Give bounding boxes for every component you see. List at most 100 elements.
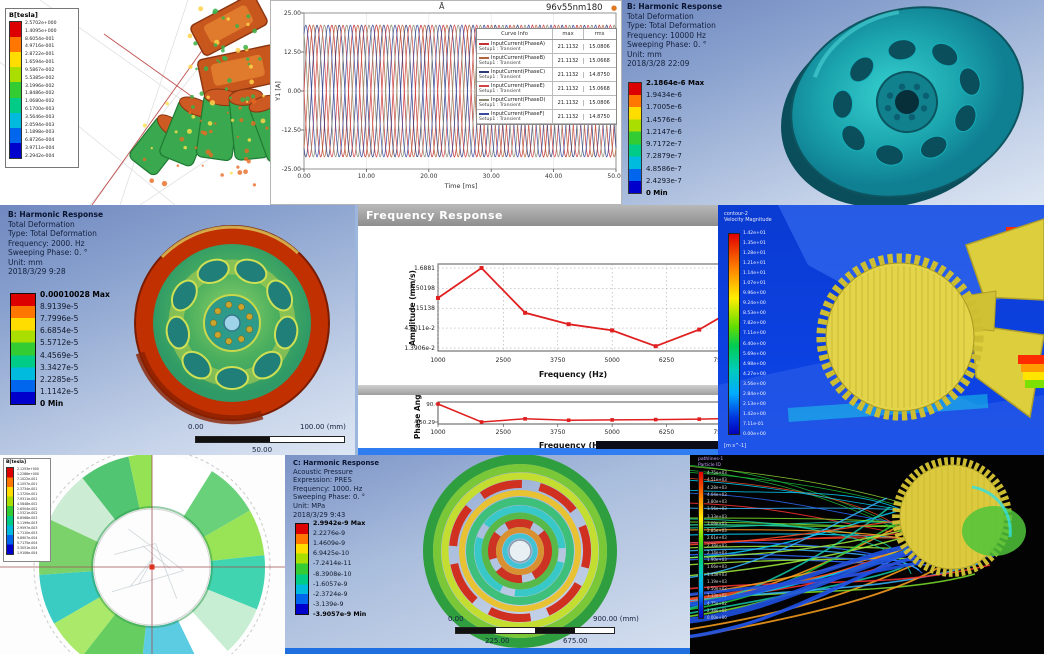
legend-value: 3.3427e-5	[40, 362, 79, 372]
col-curve-info: Curve Info	[477, 29, 553, 39]
curve-color-swatch	[479, 70, 489, 73]
legend-header-line: Particle ID	[698, 463, 721, 468]
svg-text:Frequency (Hz): Frequency (Hz)	[539, 370, 607, 379]
info-line: 2018/3/29 9:43	[293, 510, 346, 519]
curve-setup: Setup1 : Transient	[479, 89, 521, 94]
viewport-bottom-border	[285, 648, 690, 654]
rainbow-patch-right	[1018, 355, 1044, 388]
info-line: Sweeping Phase: 0. °	[293, 493, 366, 502]
scale-right-label: 900.00 (mm)	[593, 615, 639, 623]
info-line: Unit: mm	[627, 49, 662, 59]
legend-value: 1.3720e-001	[17, 491, 38, 496]
legend-value: 2.2942e-004	[25, 153, 55, 159]
curve-name: InputCurrent(PhaseC)	[491, 69, 546, 75]
legend-value: 0.00010028 Max	[40, 290, 110, 299]
svg-text:25.00: 25.00	[284, 10, 301, 17]
legend-value: 2.9942e-9 Max	[313, 520, 366, 527]
svg-text:10.00: 10.00	[358, 173, 375, 180]
info-line: Acoustic Pressure	[293, 467, 353, 476]
legend-value: 4.4569e-5	[40, 350, 79, 360]
deformation-colorbar	[10, 293, 36, 405]
field-speckles	[142, 6, 269, 187]
panel-current-plot: 25.00 12.50 0.00 -12.50 -25.00 0.00 10.00 20.00…	[270, 0, 622, 205]
frequency-response-charts: 1.6881 0.50198 0.15138 4.6011e-2 1.3906e-2 10…	[404, 263, 718, 450]
svg-text:7500: 7500	[713, 357, 718, 364]
legend-value: 8.9139e-5	[40, 302, 79, 312]
curve-row: InputCurrent(PhaseB) Setup1 : Transient 2…	[477, 54, 616, 68]
svg-text:30.00: 30.00	[483, 173, 500, 180]
legend-value: -3.139e-9	[313, 600, 344, 608]
legend-value: 1.7005e-6	[646, 103, 682, 112]
flux-legend-title: B[tesla]	[9, 11, 38, 19]
result-info-block: B: Harmonic Response Total Deformation Typ…	[627, 2, 722, 69]
svg-text:1000: 1000	[430, 429, 445, 436]
panel-acoustic-pressure: C: Harmonic Response Acoustic Pressure Exp…	[285, 455, 690, 654]
legend-value: 7.7996e-5	[40, 314, 79, 324]
legend-value: -8.3908e-10	[313, 570, 352, 578]
panel-harmonic-2000: B: Harmonic Response Total Deformation Typ…	[0, 205, 355, 455]
legend-value: 2.38e+03	[707, 542, 727, 548]
deformation-legend-values: 0.00010028 Max 8.9139e-5 7.7996e-5 6.6854e-…	[40, 290, 110, 408]
legend-value: 1.1142e-5	[40, 386, 79, 396]
info-line: Frequency: 1000. Hz	[293, 484, 363, 493]
panel-velocity-contour: contour-2 Velocity Magnitude 1.42e+01 1.35…	[718, 205, 1044, 455]
svg-text:5000: 5000	[605, 429, 620, 436]
svg-text:2500: 2500	[496, 357, 511, 364]
legend-value: 1.42e+01	[743, 231, 766, 236]
curve-rms: 15.0806	[589, 99, 610, 106]
legend-value: 1.14e+01	[743, 271, 766, 277]
legend-value: 1.8486e-002	[25, 91, 55, 97]
info-line: Frequency: 2000. Hz	[8, 238, 85, 248]
plot-corner-label: Ā	[439, 2, 445, 11]
curve-rms: 15.0668	[589, 85, 610, 92]
legend-value: 1.7110e-003	[17, 531, 38, 536]
curve-setup: Setup1 : Transient	[479, 117, 521, 122]
panel-maxwell-toroid: B[tesla] 2.5702e+000 1.4095e+000 8.6054e-0…	[0, 0, 270, 205]
legend-value: 7.9311e-002	[17, 496, 38, 501]
svg-text:-25.00: -25.00	[282, 166, 302, 173]
curve-rms: 15.0668	[589, 57, 610, 64]
curve-row: InputCurrent(PhaseC) Setup1 : Transient 2…	[477, 68, 616, 82]
svg-text:0.50198: 0.50198	[410, 285, 435, 292]
flux-colorbar	[9, 21, 22, 159]
col-max: max	[553, 29, 584, 39]
legend-value: 1.66e+03	[707, 564, 727, 570]
legend-value: -1.6057e-9	[313, 580, 348, 588]
legend-value: 6.40e+00	[743, 341, 766, 347]
flux-legend-values: 2.1253e+000 1.2286e+000 7.1022e-001 4.1057e…	[17, 467, 39, 555]
legend-value: 6.6854e-5	[40, 326, 79, 336]
legend-value: 6.9425e-10	[313, 550, 350, 558]
legend-value: 8.6054e-001	[25, 36, 55, 42]
curve-color-swatch	[479, 98, 489, 101]
legend-value: 2.8722e-001	[25, 52, 55, 58]
window-title-bar[interactable]: Frequency Response	[358, 205, 718, 226]
legend-value: 4.75e+02	[707, 600, 727, 606]
legend-value: -2.3724e-9	[313, 590, 348, 598]
legend-value: 2.5702e+000	[25, 21, 57, 26]
legend-value: 7.11e-01	[743, 421, 764, 427]
legend-value: 1.07e+01	[743, 281, 766, 287]
legend-value: 4.5848e-002	[17, 501, 38, 506]
pressure-colorbar	[295, 523, 309, 615]
legend-value: 5.7175e-004	[17, 541, 38, 546]
velocity-colorbar	[728, 233, 740, 435]
info-line: Total Deformation	[8, 219, 75, 229]
legend-value: 4.51e+03	[707, 477, 727, 483]
legend-value: 8.53e+00	[743, 311, 766, 317]
legend-header-line: Velocity Magnitude	[724, 217, 772, 223]
legend-value: 9.24e+00	[743, 301, 766, 307]
legend-header-line: pathlines-1	[698, 457, 724, 462]
curve-rms: 15.0806	[589, 43, 610, 50]
legend-value: 6.1700e-003	[25, 106, 55, 112]
curve-max: 21.1132	[553, 43, 584, 50]
svg-text:3750: 3750	[550, 357, 565, 364]
legend-value: 1.4095e+000	[25, 28, 57, 34]
svg-text:50.00: 50.00	[607, 173, 622, 180]
legend-value: 7.1022e-001	[17, 476, 38, 481]
legend-value: 9.7172e-7	[646, 140, 682, 149]
svg-text:6250: 6250	[659, 429, 674, 436]
legend-value: 2.61e+03	[707, 535, 727, 541]
pathlines-colorbar	[698, 471, 704, 619]
legend-value: 2.14e+03	[707, 549, 727, 555]
info-line: Unit: MPa	[293, 501, 326, 510]
